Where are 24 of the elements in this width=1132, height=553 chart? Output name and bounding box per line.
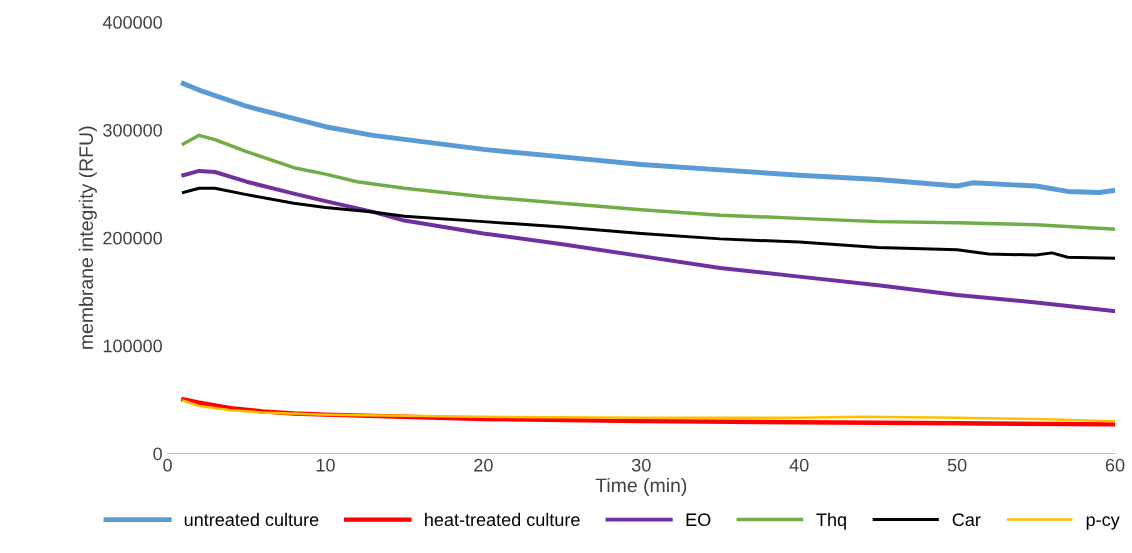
legend-label: Car xyxy=(952,513,981,527)
line-series xyxy=(180,81,1116,195)
y-tick-label: 400000 xyxy=(102,16,162,29)
legend-label: p-cy xyxy=(1086,516,1120,530)
line-series xyxy=(181,168,1116,314)
line-series xyxy=(181,186,1116,260)
legend-label: heat-treated culture xyxy=(425,512,580,527)
x-axis-title: Time (min) xyxy=(595,477,687,497)
y-tick-label: 100000 xyxy=(103,339,162,353)
legend-label: Thq xyxy=(816,512,846,530)
y-tick-label: 300000 xyxy=(103,123,162,137)
y-tick-label: 0 xyxy=(153,447,162,461)
x-tick-label: 20 xyxy=(474,458,493,472)
line-series xyxy=(181,133,1116,231)
y-tick-label: 200000 xyxy=(103,231,162,245)
x-tick-label: 10 xyxy=(316,458,335,472)
x-tick-label: 60 xyxy=(1105,458,1125,472)
x-tick-label: 30 xyxy=(631,458,651,472)
y-axis-title: membrane integrity (RFU) xyxy=(78,126,97,349)
legend-label: untreated culture xyxy=(184,512,319,527)
x-tick-label: 50 xyxy=(947,458,967,472)
x-tick-label: 0 xyxy=(163,458,172,472)
legend-label: EO xyxy=(686,513,711,527)
x-tick-label: 40 xyxy=(789,458,809,472)
